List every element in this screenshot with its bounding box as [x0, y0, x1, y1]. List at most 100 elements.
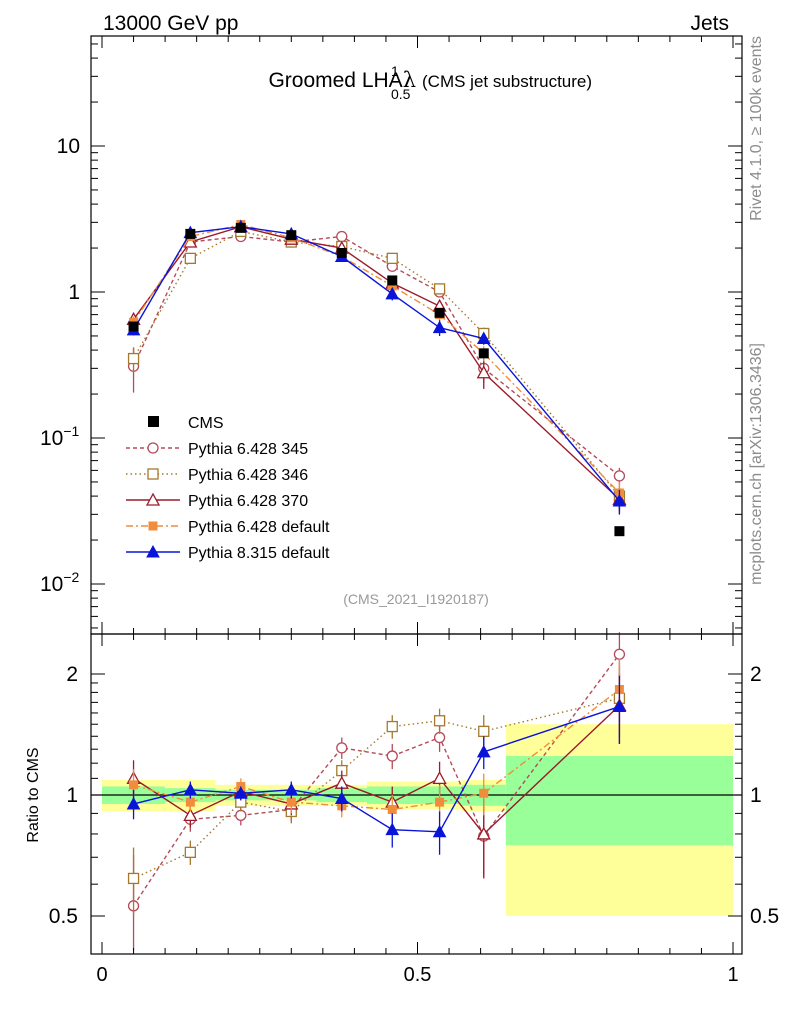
main-point [432, 320, 447, 334]
cms-data-point [128, 321, 139, 332]
ratio-point [233, 786, 248, 799]
ratio-point [612, 699, 627, 713]
legend: CMS Pythia 6.428 345 Pythia 6.428 346 Pythi… [126, 415, 330, 562]
ratio-point [479, 788, 489, 798]
ratio-y-tick-label: 0.5 [750, 905, 779, 928]
ratio-point [183, 807, 198, 821]
ratio-point [129, 780, 139, 790]
ratio-point [386, 720, 398, 733]
chart-title-note: (CMS jet substructure) [422, 72, 592, 91]
x-tick-label: 1 [727, 964, 738, 986]
main-point [385, 286, 400, 300]
ratio-point [476, 826, 491, 840]
legend-marker [147, 442, 159, 454]
ratio-y-tick-label: 1 [66, 784, 78, 807]
ratio-point [334, 791, 349, 805]
main-point [433, 283, 446, 295]
main-point [127, 352, 140, 365]
ratio-point [284, 782, 299, 796]
x-tick-label: 0.5 [404, 964, 432, 986]
legend-marker [145, 492, 161, 506]
ratio-point [435, 797, 445, 807]
main-point [336, 230, 348, 243]
x-tick-labels: 0 0.5 1 [96, 964, 738, 986]
main-series-layer [126, 219, 627, 537]
ratio-band-green [505, 756, 733, 846]
ratio-point [476, 744, 491, 758]
ratio-point [185, 797, 195, 807]
cms-data-point [614, 526, 625, 537]
ratio-y-tick-label: 2 [66, 663, 78, 686]
legend-marker [146, 544, 160, 558]
y-tick-label: 1 [68, 281, 80, 304]
cms-data-point [286, 230, 297, 241]
ratio-series-layer [126, 632, 627, 951]
chart-title-sub: 0.5 [391, 86, 411, 102]
side-label-top: Rivet 4.1.0, ≥ 100k events [748, 36, 765, 221]
legend-label: Pythia 8.315 default [188, 545, 330, 562]
cms-data-point [387, 275, 398, 286]
chart-title: Groomed LHAλ [268, 68, 416, 92]
ratio-point [336, 742, 348, 754]
ratio-axis-ticks: 0.5 0.5 1 1 2 2 [49, 634, 779, 954]
y-tick-label: 10−2 [40, 569, 80, 596]
main-point [386, 252, 398, 265]
legend-marker [148, 521, 158, 531]
ratio-point [386, 750, 398, 762]
ratio-frame [90, 633, 743, 955]
y-tick-label: 10−1 [40, 423, 80, 450]
side-label-bottom: mcplots.cern.ch [arXiv:1306.3436] [748, 343, 765, 585]
ratio-series-line [132, 653, 620, 907]
y-tick-label: 10 [57, 135, 80, 158]
main-axis-ticks: 10 1 10−1 10−2 [40, 36, 742, 634]
legend-label: Pythia 6.428 default [188, 519, 330, 536]
main-point [612, 493, 627, 507]
main-series-line [132, 225, 620, 500]
ratio-point [183, 782, 198, 796]
ratio-y-tick-label: 2 [750, 663, 762, 686]
ratio-point [184, 846, 196, 858]
header-right: Jets [690, 12, 729, 35]
legend-label: Pythia 6.428 370 [188, 493, 308, 510]
ratio-point [432, 824, 447, 838]
ratio-point [478, 725, 490, 737]
ratio-point [385, 822, 400, 836]
main-point [613, 470, 626, 482]
ratio-series-line [133, 697, 620, 880]
cms-data-point [434, 307, 445, 318]
ratio-point [235, 809, 247, 821]
ratio-point [127, 872, 140, 885]
main-point [184, 252, 196, 265]
analysis-tag: (CMS_2021_I1920187) [343, 591, 489, 607]
main-series-line [132, 226, 620, 502]
cms-data-point [185, 228, 196, 239]
ratio-point [286, 797, 296, 807]
main-point [476, 365, 491, 379]
ratio-ylabel: Ratio to CMS [25, 747, 42, 842]
ratio-point [126, 796, 141, 810]
legend-marker [147, 468, 159, 480]
chart-title-sup: 1 [391, 63, 399, 79]
main-point [476, 331, 491, 345]
x-tick-label: 0 [96, 964, 107, 986]
main-point [183, 234, 198, 248]
cms-data-point [478, 348, 489, 359]
legend-cms-marker [148, 416, 159, 427]
ratio-point [432, 771, 447, 785]
ratio-point [433, 715, 446, 727]
chart-title-symbol: λ [403, 68, 416, 92]
legend-label: Pythia 6.428 346 [188, 467, 308, 484]
ratio-panel: 0.5 0.5 1 1 2 2 Ratio to CMS [25, 632, 779, 955]
main-panel: 10 1 10−1 10−2 Groomed LHAλ 1 0.5 (CMS jet … [40, 35, 743, 635]
legend-label: CMS [188, 415, 224, 432]
ratio-y-tick-label: 0.5 [49, 905, 78, 928]
cms-data-point [235, 222, 246, 233]
ratio-point [433, 731, 446, 744]
legend-label: Pythia 6.428 345 [188, 441, 308, 458]
ratio-y-tick-label: 1 [750, 784, 762, 807]
chart-title-text: Groomed LHA [268, 69, 402, 92]
cms-data-point [336, 247, 347, 258]
ratio-point [387, 805, 397, 815]
header-left: 13000 GeV pp [103, 12, 238, 35]
